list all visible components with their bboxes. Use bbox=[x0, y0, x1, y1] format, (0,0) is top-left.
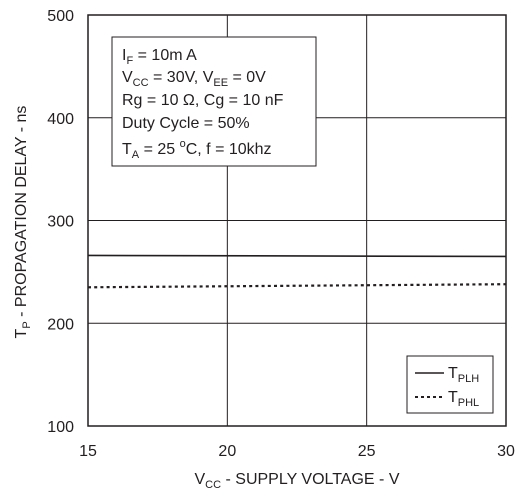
y-tick-labels: 100 200 300 400 500 bbox=[47, 8, 74, 436]
x-tick-label: 30 bbox=[497, 443, 515, 460]
y-axis-label: TP - PROPAGATION DELAY - ns bbox=[13, 106, 33, 339]
condition-duty-cycle: Duty Cycle = 50% bbox=[122, 115, 250, 132]
conditions-box: IF = 10m A VCC = 30V, VEE = 0V Rg = 10 Ω… bbox=[111, 36, 317, 167]
legend-label-tplh: TPLH bbox=[448, 365, 479, 385]
condition-rg-cg: Rg = 10 Ω, Cg = 10 nF bbox=[122, 92, 284, 109]
y-tick-label: 200 bbox=[47, 316, 74, 333]
condition-ta-freq: TA = 25 oC, f = 10khz bbox=[122, 138, 272, 161]
y-tick-label: 100 bbox=[47, 419, 74, 436]
series-layer bbox=[87, 254, 507, 289]
legend-label-tphl: TPHL bbox=[448, 389, 479, 409]
x-tick-labels: 15 20 25 30 bbox=[79, 443, 515, 460]
y-tick-label: 300 bbox=[47, 214, 74, 231]
series-line-tplh bbox=[87, 254, 507, 258]
series-line-tphl bbox=[87, 283, 507, 289]
x-tick-label: 25 bbox=[358, 443, 376, 460]
legend: TPLH TPHL bbox=[406, 355, 494, 414]
condition-vcc-vee: VCC = 30V, VEE = 0V bbox=[122, 69, 266, 89]
y-tick-label: 400 bbox=[47, 111, 74, 128]
y-tick-label: 500 bbox=[47, 8, 74, 25]
x-tick-label: 15 bbox=[79, 443, 97, 460]
condition-if: IF = 10m A bbox=[122, 47, 197, 67]
plot-frame bbox=[87, 14, 507, 427]
x-axis-label: VCC - SUPPLY VOLTAGE - V bbox=[195, 471, 400, 491]
x-tick-label: 20 bbox=[218, 443, 236, 460]
